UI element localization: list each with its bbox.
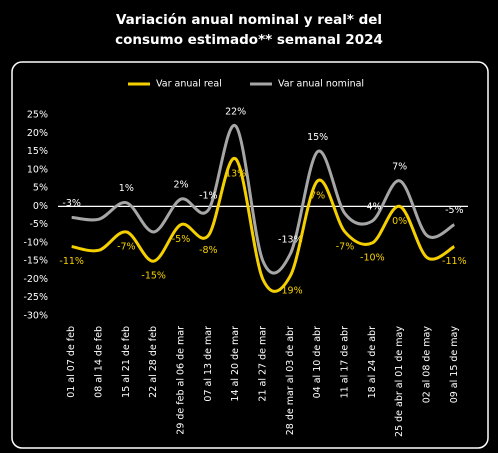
y-tick-label: 20% (27, 128, 48, 139)
x-tick-label: 18 al 24 de abr (367, 326, 378, 398)
series-line (71, 157, 456, 293)
data-label: 7% (310, 190, 325, 201)
data-label: -4% (363, 201, 382, 212)
y-tick-label: 10% (27, 164, 48, 175)
x-tick-label: 08 al 14 de feb (94, 326, 105, 398)
x-tick-label: 14 al 20 de mar (230, 326, 241, 402)
data-label: -7% (117, 241, 136, 252)
data-label: -10% (360, 252, 385, 263)
legend-label: Var anual nominal (278, 79, 364, 90)
x-tick-label: 21 al 27 de mar (258, 326, 269, 402)
x-tick-label: 22 al 28 de feb (148, 326, 159, 398)
data-label: -11% (59, 256, 84, 267)
x-tick-label: 07 al 13 de mar (203, 326, 214, 402)
data-label: -13% (278, 234, 303, 245)
data-label: 0% (392, 216, 407, 227)
series-line (71, 124, 456, 275)
y-tick-label: -15% (23, 256, 48, 267)
data-label: -5% (445, 205, 464, 216)
data-label: -15% (141, 271, 166, 282)
data-label: 7% (392, 161, 407, 172)
data-label: 22% (225, 106, 246, 117)
x-tick-label: 28 de mar al 03 de abr (285, 326, 296, 435)
x-tick-label: 29 de feb al 06 de mar (176, 326, 187, 435)
data-label: 15% (307, 132, 328, 143)
y-tick-label: 15% (27, 146, 48, 157)
y-tick-label: -5% (30, 219, 49, 230)
data-label: -11% (442, 256, 467, 267)
y-tick-label: 0% (33, 201, 48, 212)
x-tick-label: 01 al 07 de feb (66, 326, 77, 398)
frame (11, 61, 489, 449)
legend-label: Var anual real (156, 79, 222, 90)
chart-title: Variación anual nominal y real* del (116, 12, 382, 28)
data-label: -19% (278, 285, 303, 296)
data-label: 13% (225, 168, 246, 179)
y-tick-label: -25% (23, 292, 48, 303)
data-label: -5% (172, 234, 191, 245)
y-tick-label: -20% (23, 274, 48, 285)
data-label: -1% (199, 191, 218, 202)
data-label: -3% (62, 198, 81, 209)
x-tick-label: 02 al 08 de may (422, 326, 433, 404)
data-label: 2% (173, 180, 188, 191)
x-tick-label: 11 al 17 de abr (340, 326, 351, 398)
y-tick-label: -10% (23, 237, 48, 248)
data-label: 1% (119, 183, 134, 194)
y-tick-label: -30% (23, 311, 48, 322)
x-tick-label: 09 al 15 de may (449, 326, 460, 404)
data-label: -7% (336, 241, 355, 252)
x-tick-label: 25 de abr al 01 de may (394, 326, 405, 437)
x-tick-label: 04 al 10 de abr (312, 326, 323, 398)
data-label: -8% (199, 245, 218, 256)
y-tick-label: 25% (27, 110, 48, 121)
chart-title: consumo estimado** semanal 2024 (115, 32, 383, 48)
x-tick-label: 15 al 21 de feb (121, 326, 132, 398)
y-tick-label: 5% (33, 183, 48, 194)
